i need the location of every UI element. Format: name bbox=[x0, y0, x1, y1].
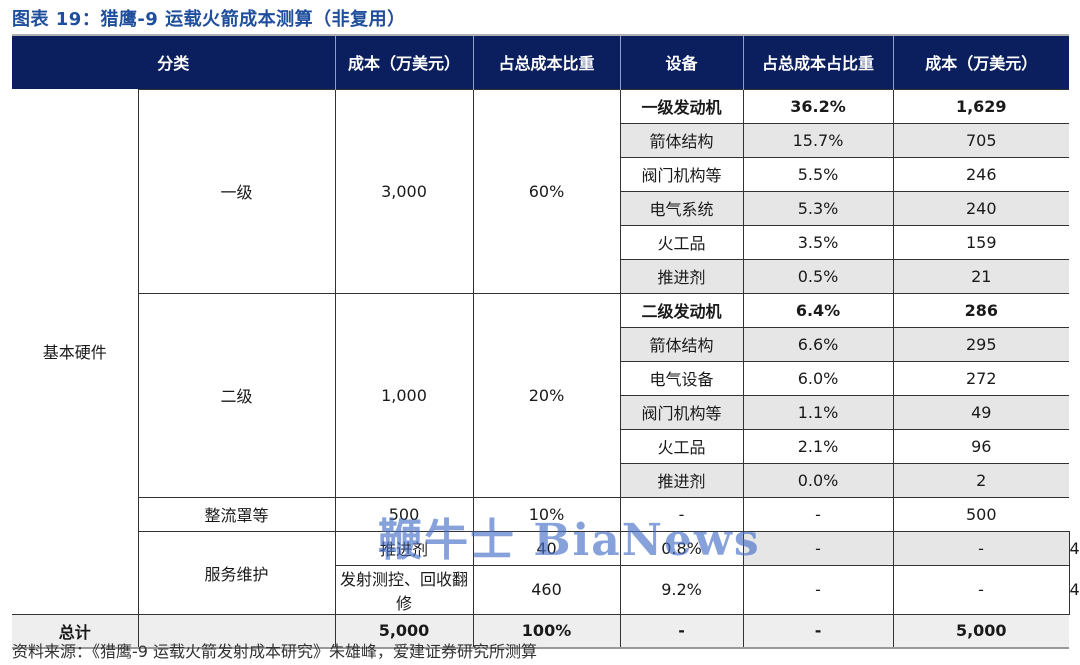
equipment-cell: 火工品 bbox=[619, 224, 744, 260]
subgroup-share: 20% bbox=[472, 292, 621, 498]
pct-cell: 36.2% bbox=[742, 88, 894, 124]
source-note: 资料来源：《猎鹰-9 运载火箭发射成本研究》朱雄峰，爱建证券研究所测算 bbox=[12, 642, 538, 661]
table-row: 整流罩等 500 10% - - 500 bbox=[12, 496, 1070, 532]
category-cell: 服务维护 bbox=[138, 530, 336, 615]
pct-cell: 5.5% bbox=[742, 156, 894, 192]
equipment-cell: 推进剂 bbox=[619, 462, 744, 498]
subgroup-cost: 40 bbox=[472, 530, 621, 566]
equipment-cell: 阀门机构等 bbox=[619, 394, 744, 430]
equipment-cell: 电气设备 bbox=[619, 360, 744, 396]
pct-cell: 0.5% bbox=[742, 258, 894, 294]
cost-table: 分类 成本（万美元） 占总成本比重 设备 占总成本占比重 成本（万美元） 基本硬… bbox=[12, 34, 1080, 649]
equipment-cell: - bbox=[619, 496, 744, 532]
pct-cell: 15.7% bbox=[742, 122, 894, 158]
subgroup-share: 10% bbox=[472, 496, 621, 532]
header-share: 占总成本比重 bbox=[472, 34, 621, 89]
cost-cell: 500 bbox=[892, 496, 1070, 532]
subgroup-share: 9.2% bbox=[619, 564, 744, 615]
table-row: 阀门机构等 5.5% 246 bbox=[12, 156, 1070, 192]
pct-cell: - bbox=[892, 564, 1070, 615]
subgroup-cost: 3,000 bbox=[334, 88, 474, 294]
pct-cell: 2.1% bbox=[742, 428, 894, 464]
table-row: 阀门机构等 1.1% 49 bbox=[12, 394, 1070, 430]
total-name bbox=[137, 613, 336, 649]
subgroup-share: 0.8% bbox=[619, 530, 744, 566]
subgroup-cost: 500 bbox=[334, 496, 474, 532]
total-row: 总计 5,000 100% - - 5,000 bbox=[12, 613, 1070, 649]
equipment-cell: 火工品 bbox=[619, 428, 744, 464]
pct-cell: - bbox=[742, 496, 894, 532]
cost-cell: 240 bbox=[892, 190, 1070, 226]
table-row: 服务维护 推进剂 40 0.8% - - 40 bbox=[12, 530, 1080, 615]
table-row: 箭体结构 15.7% 705 bbox=[12, 122, 1070, 158]
cost-cell: 246 bbox=[892, 156, 1070, 192]
header-equipment: 设备 bbox=[619, 34, 744, 89]
cost-cell: 272 bbox=[892, 360, 1070, 396]
total-equipment: - bbox=[619, 613, 744, 649]
total-share: 100% bbox=[472, 613, 621, 649]
pct-cell: 6.4% bbox=[742, 292, 894, 328]
cost-cell: 705 bbox=[892, 122, 1070, 158]
subgroup-name: 整流罩等 bbox=[137, 496, 336, 532]
total-pct: - bbox=[742, 613, 894, 649]
pct-cell: - bbox=[892, 530, 1070, 566]
subgroup-share: 60% bbox=[472, 88, 621, 294]
cost-cell: 96 bbox=[892, 428, 1070, 464]
cost-cell: 21 bbox=[892, 258, 1070, 294]
table-row: 二级 1,000 20% 二级发动机 6.4% 286 bbox=[12, 292, 1070, 498]
cost-cell: 286 bbox=[892, 292, 1070, 328]
cost-table-container: 分类 成本（万美元） 占总成本比重 设备 占总成本占比重 成本（万美元） 基本硬… bbox=[12, 34, 1080, 649]
equipment-cell: 推进剂 bbox=[619, 258, 744, 294]
cost-cell: 295 bbox=[892, 326, 1070, 362]
equipment-cell: 阀门机构等 bbox=[619, 156, 744, 192]
header-equipment-share: 占总成本占比重 bbox=[742, 34, 894, 89]
subgroup-name: 一级 bbox=[137, 88, 336, 294]
total-cost: 5,000 bbox=[334, 613, 474, 649]
subgroup-name: 二级 bbox=[137, 292, 336, 498]
cost-cell: 159 bbox=[892, 224, 1070, 260]
total-cost2: 5,000 bbox=[892, 613, 1070, 649]
pct-cell: 5.3% bbox=[742, 190, 894, 226]
header-equipment-cost: 成本（万美元） bbox=[892, 34, 1070, 89]
pct-cell: 6.0% bbox=[742, 360, 894, 396]
category-cell: 基本硬件 bbox=[12, 89, 139, 615]
pct-cell: 6.6% bbox=[742, 326, 894, 362]
total-label: 总计 bbox=[12, 613, 139, 649]
table-row: 基本硬件 一级 3,000 60% 一级发动机 36.2% 1,629 bbox=[12, 88, 1070, 615]
cost-cell: 1,629 bbox=[892, 88, 1070, 124]
equipment-cell: 一级发动机 bbox=[619, 88, 744, 124]
equipment-cell: 电气系统 bbox=[619, 190, 744, 226]
table-row: 发射测控、回收翻修 460 9.2% - - 460 bbox=[12, 564, 1080, 615]
header-category: 分类 bbox=[12, 34, 336, 89]
pct-cell: 1.1% bbox=[742, 394, 894, 430]
equipment-cell: 箭体结构 bbox=[619, 326, 744, 362]
pct-cell: 0.0% bbox=[742, 462, 894, 498]
table-row: 火工品 2.1% 96 bbox=[12, 428, 1070, 464]
subgroup-cost: 1,000 bbox=[334, 292, 474, 498]
subgroup-cost: 460 bbox=[472, 564, 621, 615]
cost-cell: 49 bbox=[892, 394, 1070, 430]
equipment-cell: 二级发动机 bbox=[619, 292, 744, 328]
table-row: 推进剂 0.5% 21 bbox=[12, 258, 1070, 294]
table-header-row: 分类 成本（万美元） 占总成本比重 设备 占总成本占比重 成本（万美元） bbox=[12, 34, 1070, 89]
header-cost: 成本（万美元） bbox=[334, 34, 474, 89]
table-row: 电气系统 5.3% 240 bbox=[12, 190, 1070, 226]
cost-cell: 2 bbox=[892, 462, 1070, 498]
pct-cell: 3.5% bbox=[742, 224, 894, 260]
figure-title: 图表 19：猎鹰-9 运载火箭成本测算（非复用） bbox=[12, 9, 406, 30]
table-row: 电气设备 6.0% 272 bbox=[12, 360, 1070, 396]
equipment-cell: - bbox=[742, 564, 894, 615]
subgroup-name: 发射测控、回收翻修 bbox=[334, 564, 474, 615]
table-row: 推进剂 0.0% 2 bbox=[12, 462, 1070, 498]
subgroup-name: 推进剂 bbox=[334, 530, 474, 566]
equipment-cell: 箭体结构 bbox=[619, 122, 744, 158]
equipment-cell: - bbox=[742, 530, 894, 566]
